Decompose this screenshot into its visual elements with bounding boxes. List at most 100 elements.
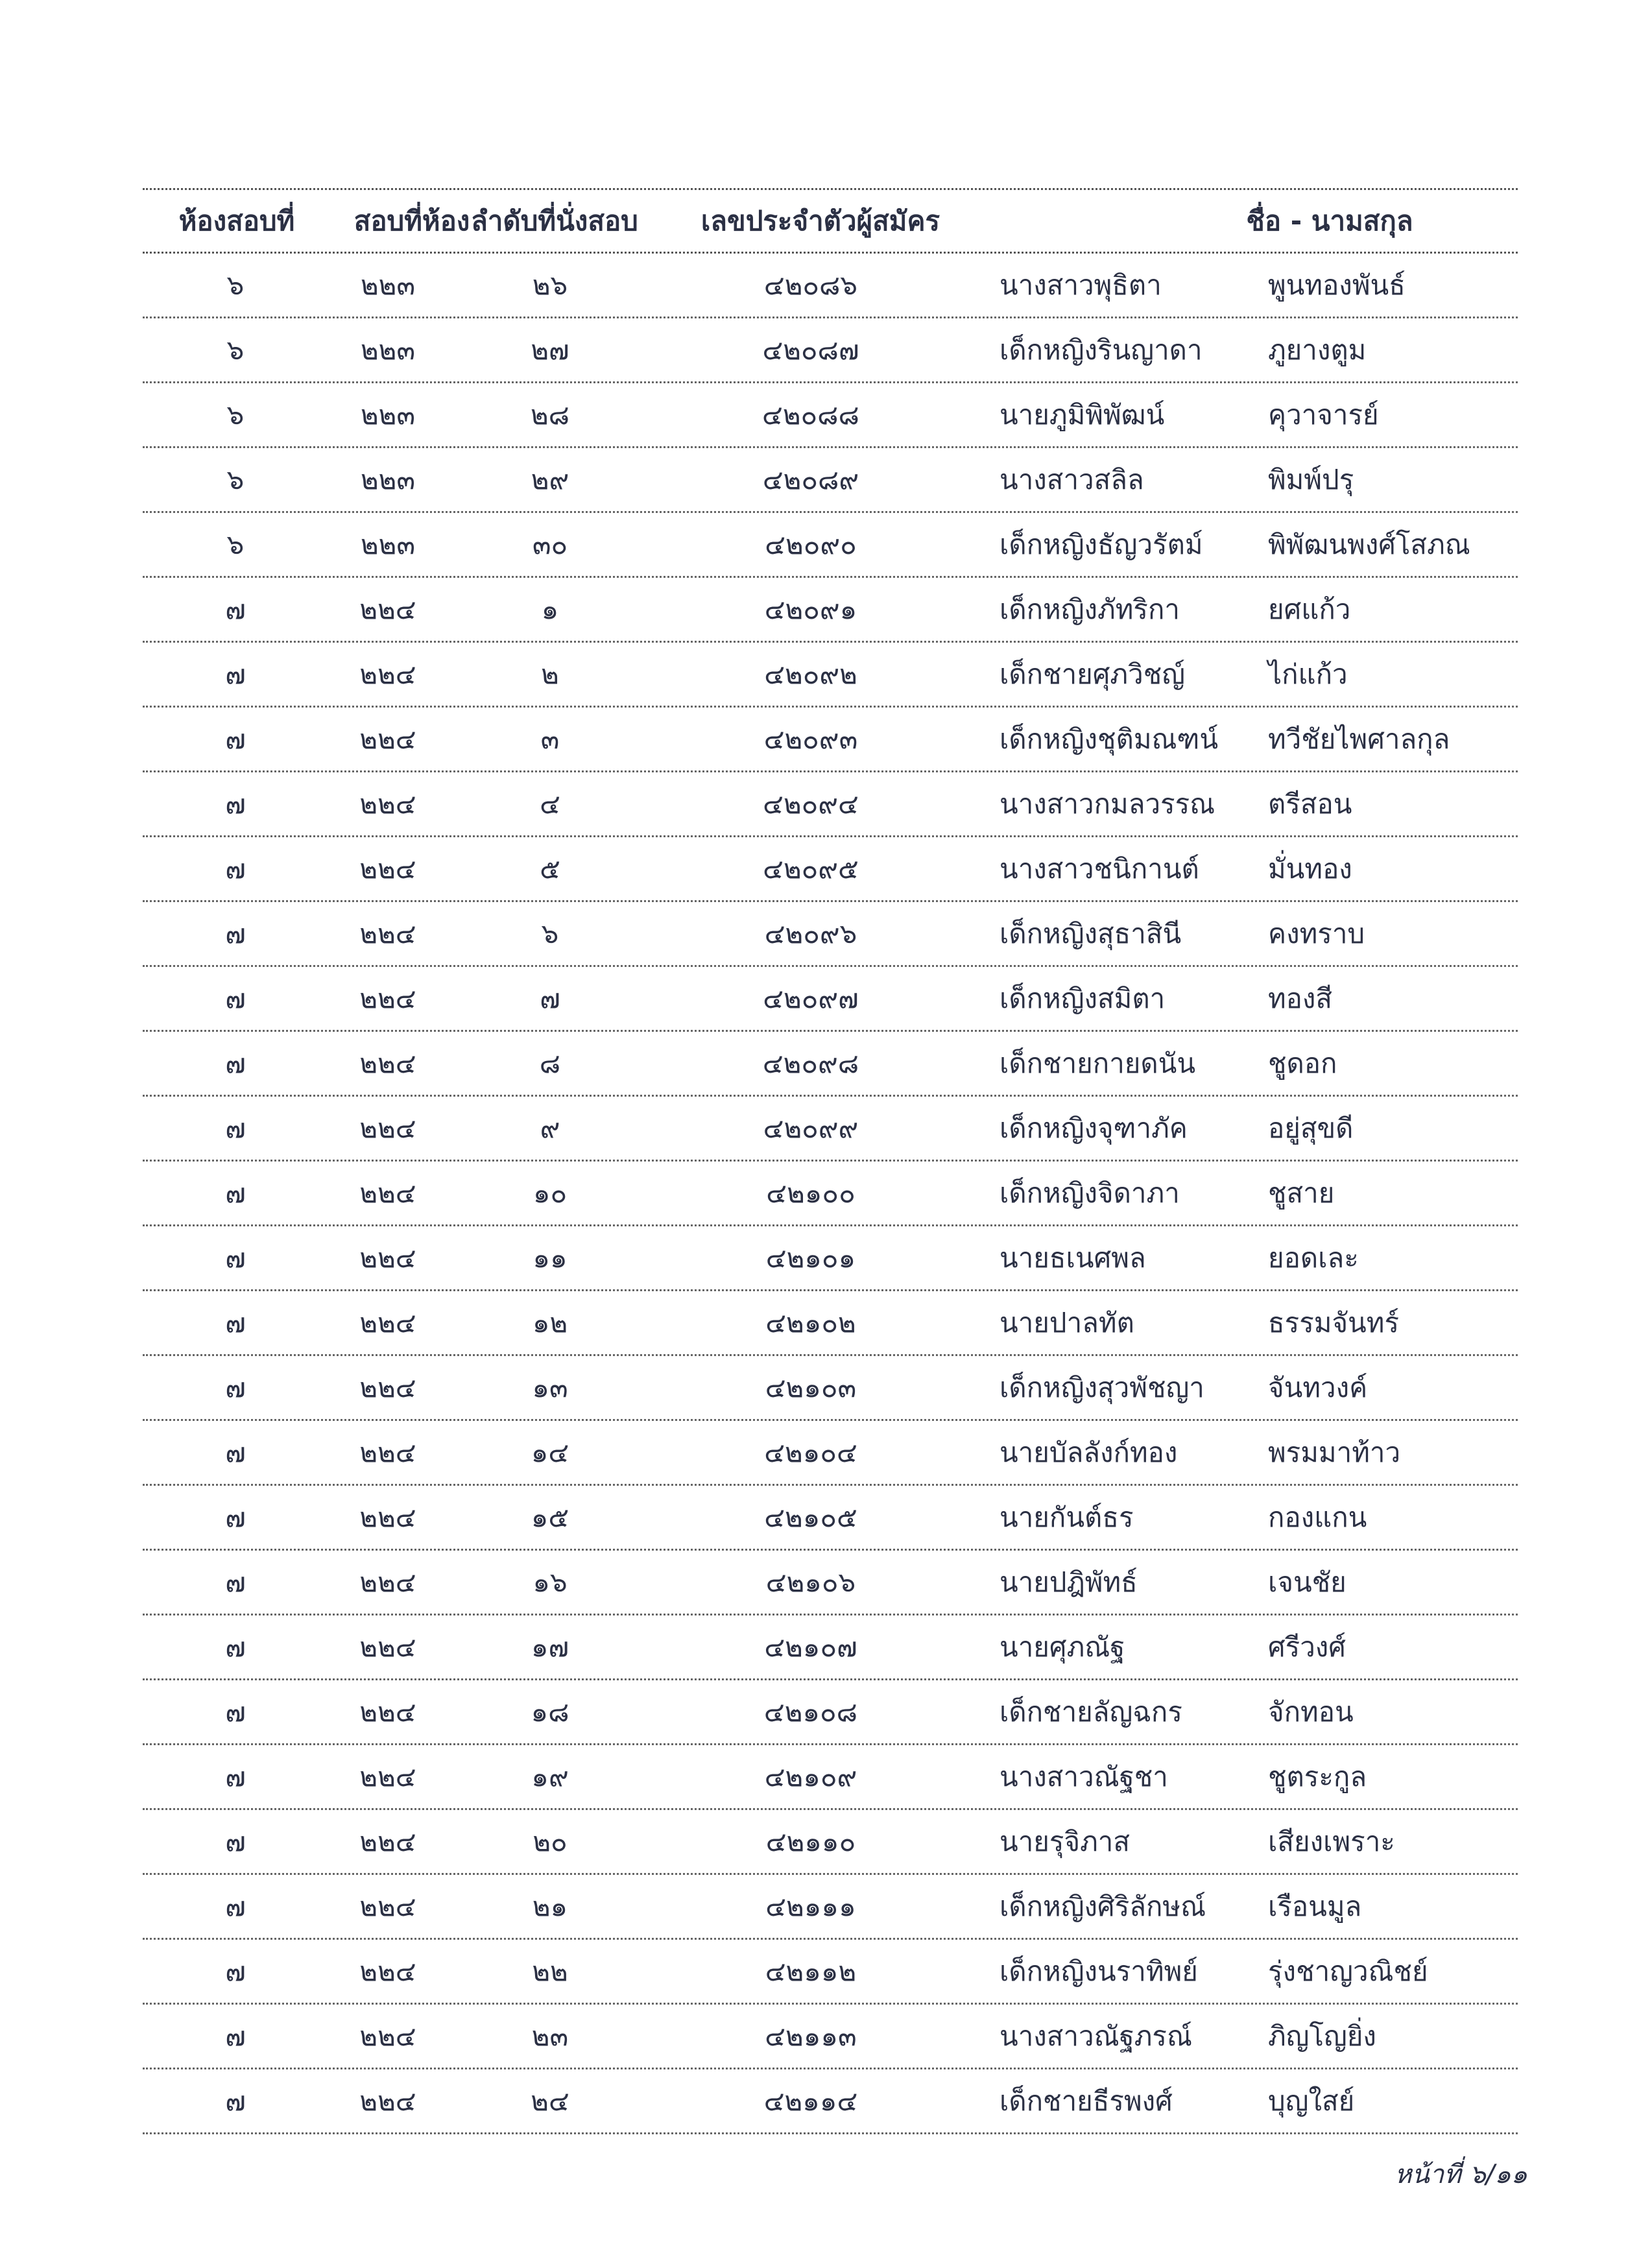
table-row: ๗ ๒๒๔ ๕ ๔๒๐๙๕ นางสาวชนิกานต์ มั่นทอง bbox=[143, 837, 1518, 902]
cell-seat: ๑๐ bbox=[533, 1176, 568, 1209]
cell-applicant-id: ๔๒๐๙๗ bbox=[763, 982, 859, 1014]
cell-last-name: ไก่แก้ว bbox=[1268, 658, 1348, 690]
cell-last-name: ศรีวงศ์ bbox=[1268, 1630, 1346, 1663]
header-seat: ลำดับที่นั่งสอบ bbox=[471, 204, 638, 237]
cell-last-name: อยู่สุขดี bbox=[1268, 1112, 1354, 1144]
cell-first-name: นางสาวพุธิตา bbox=[1000, 268, 1162, 301]
cell-room: ๖ bbox=[226, 463, 245, 495]
table-row: ๗ ๒๒๔ ๑๕ ๔๒๑๐๕ นายกันต์ธร กองแกน bbox=[143, 1486, 1518, 1551]
cell-seat: ๑๒ bbox=[532, 1306, 568, 1339]
cell-exam-room: ๒๒๔ bbox=[359, 917, 416, 949]
cell-first-name: เด็กหญิงธัญวรัตม์ bbox=[1000, 528, 1203, 560]
cell-seat: ๒๐ bbox=[533, 1825, 568, 1857]
cell-seat: ๓ bbox=[540, 722, 560, 755]
cell-room: ๖ bbox=[226, 398, 245, 431]
cell-exam-room: ๒๒๔ bbox=[359, 2020, 416, 2052]
cell-seat: ๒๒ bbox=[532, 1955, 568, 1987]
cell-last-name: เจนชัย bbox=[1268, 1566, 1347, 1598]
cell-exam-room: ๒๒๔ bbox=[359, 787, 416, 820]
cell-applicant-id: ๔๒๑๑๒ bbox=[765, 1955, 857, 1987]
header-room: ห้องสอบที่ bbox=[178, 204, 295, 237]
cell-first-name: เด็กหญิงภัทริกา bbox=[1000, 593, 1180, 625]
cell-exam-room: ๒๒๔ bbox=[359, 1501, 416, 1533]
table-row: ๗ ๒๒๔ ๒๓ ๔๒๑๑๓ นางสาวณัฐภรณ์ ภิญโญยิ่ง bbox=[143, 2005, 1518, 2069]
cell-applicant-id: ๔๒๐๙๓ bbox=[763, 722, 858, 755]
cell-first-name: นายบัลลังก์ทอง bbox=[1000, 1436, 1178, 1468]
cell-seat: ๑๓ bbox=[532, 1371, 568, 1403]
table-row: ๗ ๒๒๔ ๑๙ ๔๒๑๐๙ นางสาวณัฐชา ชูตระกูล bbox=[143, 1745, 1518, 1810]
cell-applicant-id: ๔๒๐๙๙ bbox=[763, 1112, 859, 1144]
header-exam-room: สอบที่ห้อง bbox=[353, 204, 470, 237]
cell-room: ๖ bbox=[226, 528, 245, 560]
cell-seat: ๔ bbox=[540, 787, 560, 820]
cell-seat: ๒ bbox=[541, 658, 559, 690]
cell-last-name: ทวีชัยไพศาลกุล bbox=[1268, 722, 1450, 755]
cell-applicant-id: ๔๒๐๘๙ bbox=[762, 463, 859, 495]
cell-exam-room: ๒๒๔ bbox=[359, 1047, 416, 1079]
table-row: ๖ ๒๒๓ ๒๘ ๔๒๐๘๘ นายภูมิพิพัฒน์ คุวาจารย์ bbox=[143, 383, 1518, 448]
cell-first-name: เด็กหญิงจุฑาภัค bbox=[1000, 1112, 1188, 1144]
header-applicant-id: เลขประจำตัวผู้สมัคร bbox=[700, 204, 940, 237]
cell-last-name: ทองสี bbox=[1268, 982, 1333, 1014]
cell-first-name: นายกันต์ธร bbox=[1000, 1501, 1134, 1533]
cell-seat: ๒๑ bbox=[532, 1890, 568, 1922]
exam-seating-table: ห้องสอบที่ สอบที่ห้อง ลำดับที่นั่งสอบ เล… bbox=[143, 188, 1518, 2134]
cell-first-name: นายภูมิพิพัฒน์ bbox=[1000, 398, 1165, 431]
table-row: ๖ ๒๒๓ ๓๐ ๔๒๐๙๐ เด็กหญิงธัญวรัตม์ พิพัฒนพงศ์โส… bbox=[143, 513, 1518, 578]
table-row: ๗ ๒๒๔ ๙ ๔๒๐๙๙ เด็กหญิงจุฑาภัค อยู่สุขดี bbox=[143, 1097, 1518, 1162]
cell-applicant-id: ๔๒๐๙๕ bbox=[763, 852, 859, 885]
cell-seat: ๑๔ bbox=[531, 1436, 569, 1468]
cell-last-name: จักทอน bbox=[1268, 1695, 1354, 1728]
cell-seat: ๒๔ bbox=[531, 2084, 569, 2117]
cell-exam-room: ๒๒๓ bbox=[360, 268, 416, 301]
cell-first-name: นางสาวณัฐชา bbox=[1000, 1760, 1168, 1793]
table-row: ๗ ๒๒๔ ๑๗ ๔๒๑๐๗ นายศุภณัฐ ศรีวงศ์ bbox=[143, 1615, 1518, 1680]
cell-room: ๗ bbox=[225, 1630, 246, 1663]
cell-exam-room: ๒๒๔ bbox=[359, 852, 416, 885]
cell-first-name: เด็กหญิงสมิตา bbox=[1000, 982, 1166, 1014]
cell-exam-room: ๒๒๔ bbox=[359, 1695, 416, 1728]
cell-first-name: นางสาวกมลวรรณ bbox=[1000, 787, 1215, 820]
cell-room: ๗ bbox=[225, 2084, 246, 2117]
cell-last-name: ตรีสอน bbox=[1268, 787, 1352, 820]
cell-last-name: บุญใสย์ bbox=[1268, 2084, 1355, 2117]
cell-applicant-id: ๔๒๐๘๖ bbox=[763, 268, 858, 301]
cell-applicant-id: ๔๒๑๐๙ bbox=[764, 1760, 857, 1793]
cell-exam-room: ๒๒๔ bbox=[359, 1760, 416, 1793]
cell-last-name: ธรรมจันทร์ bbox=[1268, 1306, 1400, 1339]
cell-exam-room: ๒๒๓ bbox=[360, 463, 416, 495]
table-row: ๗ ๒๒๔ ๑๓ ๔๒๑๐๓ เด็กหญิงสุวพัชญา จันทวงค์ bbox=[143, 1356, 1518, 1421]
cell-last-name: ชูสาย bbox=[1268, 1176, 1335, 1209]
cell-first-name: นายศุภณัฐ bbox=[1000, 1630, 1125, 1663]
cell-exam-room: ๒๒๔ bbox=[359, 982, 416, 1014]
cell-first-name: เด็กหญิงจิดาภา bbox=[1000, 1176, 1180, 1209]
cell-exam-room: ๒๒๔ bbox=[359, 1241, 416, 1274]
cell-seat: ๒๘ bbox=[530, 398, 570, 431]
cell-applicant-id: ๔๒๑๐๘ bbox=[763, 1695, 858, 1728]
cell-applicant-id: ๔๒๐๙๖ bbox=[764, 917, 857, 949]
cell-first-name: นางสาวสลิล bbox=[1000, 463, 1144, 495]
table-row: ๗ ๒๒๔ ๒๒ ๔๒๑๑๒ เด็กหญิงนราทิพย์ รุ่งชาญวณิชย์ bbox=[143, 1940, 1518, 2005]
cell-exam-room: ๒๒๔ bbox=[359, 1306, 416, 1339]
header-name: ชื่อ - นามสกุล bbox=[1246, 204, 1413, 237]
cell-exam-room: ๒๒๔ bbox=[359, 593, 416, 625]
cell-applicant-id: ๔๒๑๑๔ bbox=[763, 2084, 858, 2117]
cell-applicant-id: ๔๒๐๙๘ bbox=[762, 1047, 859, 1079]
cell-applicant-id: ๔๒๑๐๗ bbox=[764, 1630, 857, 1663]
cell-first-name: เด็กชายกายดนัน bbox=[1000, 1047, 1196, 1079]
cell-first-name: เด็กชายธีรพงศ์ bbox=[1000, 2084, 1173, 2117]
table-row: ๗ ๒๒๔ ๑๑ ๔๒๑๐๑ นายธเนศพล ยอดเละ bbox=[143, 1226, 1518, 1291]
cell-first-name: นายปฎิพัทธ์ bbox=[1000, 1566, 1138, 1598]
cell-last-name: พิพัฒนพงศ์โสภณ bbox=[1268, 528, 1470, 560]
cell-first-name: เด็กหญิงสุธาสินี bbox=[1000, 917, 1182, 949]
cell-applicant-id: ๔๒๐๙๒ bbox=[764, 658, 857, 690]
table-row: ๗ ๒๒๔ ๑๒ ๔๒๑๐๒ นายปาลทัต ธรรมจันทร์ bbox=[143, 1291, 1518, 1356]
cell-first-name: นางสาวชนิกานต์ bbox=[1000, 852, 1199, 885]
cell-room: ๗ bbox=[225, 917, 246, 949]
cell-room: ๗ bbox=[225, 1825, 246, 1857]
cell-room: ๗ bbox=[225, 1306, 246, 1339]
table-row: ๗ ๒๒๔ ๑ ๔๒๐๙๑ เด็กหญิงภัทริกา ยศแก้ว bbox=[143, 578, 1518, 643]
cell-applicant-id: ๔๒๐๘๘ bbox=[762, 398, 859, 431]
cell-applicant-id: ๔๒๐๙๐ bbox=[765, 528, 857, 560]
cell-applicant-id: ๔๒๑๐๖ bbox=[765, 1566, 856, 1598]
